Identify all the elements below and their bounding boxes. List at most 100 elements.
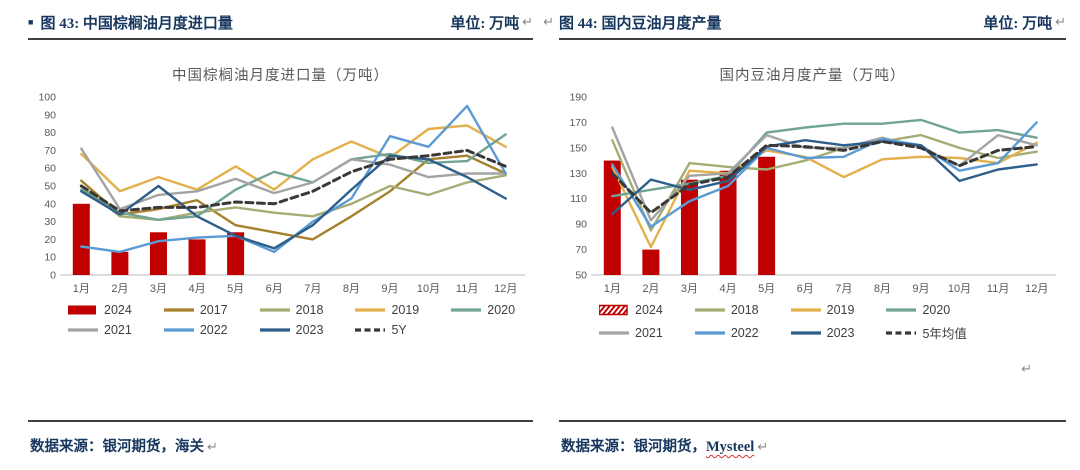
legend-label: 2024 bbox=[635, 303, 663, 317]
figure-43-footer: 数据来源：银河期货，海关 ↵ bbox=[28, 420, 533, 468]
square-bullet-icon: ■ bbox=[28, 16, 34, 27]
legend-label: 2023 bbox=[295, 323, 324, 337]
figure-43-heading: 图 43: 中国棕榈油月度进口量 bbox=[40, 15, 233, 32]
legend-label: 2018 bbox=[730, 303, 759, 317]
y-tick-label: 90 bbox=[44, 109, 56, 121]
legend-label: 2021 bbox=[104, 323, 132, 337]
x-tick-label: 1月 bbox=[73, 283, 90, 295]
legend-row: 2024 2017 2018 2019 2020 bbox=[68, 303, 533, 317]
y-tick-label: 90 bbox=[575, 219, 587, 231]
figure-44-header: 图 44: 国内豆油月度产量 单位: 万吨 ↵ bbox=[559, 6, 1066, 38]
left-chart-title: 中国棕榈油月度进口量（万吨） bbox=[172, 68, 389, 84]
series-line-2021 bbox=[611, 126, 1038, 222]
legend-swatch-icon bbox=[68, 305, 96, 315]
source-text: 数据来源：银河期货， bbox=[561, 439, 706, 455]
x-tick-label: 9月 bbox=[912, 283, 929, 295]
series-line-2021 bbox=[80, 147, 507, 211]
legend-label: 2017 bbox=[199, 303, 228, 317]
figure-44-source: 数据来源：银河期货，Mysteel ↵ bbox=[559, 422, 1066, 468]
series-line-2020 bbox=[80, 133, 507, 222]
legend-swatch-icon bbox=[790, 308, 821, 312]
legend-item-2023: 2023 bbox=[790, 325, 855, 340]
y-tick-label: 100 bbox=[38, 92, 56, 104]
bar-2024-m5 bbox=[227, 232, 245, 275]
x-tick-label: 6月 bbox=[266, 283, 283, 295]
legend-item-2022: 2022 bbox=[163, 323, 228, 337]
legend-swatch-icon bbox=[886, 330, 917, 335]
figure-44-panel: 图 44: 国内豆油月度产量 单位: 万吨 ↵ 国内豆油月度产量（万吨） 50 7… bbox=[559, 6, 1066, 468]
legend-row: 2021 2022 2023 5年均值 bbox=[599, 323, 1066, 342]
x-tick-label: 11月 bbox=[456, 283, 478, 295]
legend-item-2021: 2021 bbox=[68, 323, 132, 337]
header-divider bbox=[559, 38, 1066, 40]
legend-swatch-icon bbox=[355, 308, 386, 312]
series-line-2018 bbox=[611, 133, 1038, 232]
legend-swatch-icon bbox=[599, 304, 629, 316]
figure-44-heading: 图 44: 国内豆油月度产量 bbox=[559, 15, 722, 32]
legend-swatch-icon bbox=[163, 328, 194, 332]
legend-row: 2024 2018 2019 2020 bbox=[599, 303, 1066, 317]
figure-43-unit-label: 单位: 万吨 bbox=[450, 15, 520, 32]
x-tick-label: 3月 bbox=[681, 283, 698, 295]
x-tick-label: 7月 bbox=[304, 283, 321, 295]
x-tick-label: 9月 bbox=[381, 283, 398, 295]
footer-divider bbox=[28, 420, 533, 422]
figure-43-header: ■ 图 43: 中国棕榈油月度进口量 单位: 万吨 ↵ ↵ bbox=[28, 6, 554, 38]
return-mark-icon: ↵ bbox=[1055, 14, 1066, 30]
source-text: 数据来源：银河期货，海关 bbox=[30, 439, 204, 455]
x-tick-label: 6月 bbox=[797, 283, 814, 295]
legend-label: 2020 bbox=[487, 303, 516, 317]
legend-label: 5Y bbox=[391, 323, 407, 337]
legend-swatch-icon bbox=[451, 308, 482, 312]
header-divider bbox=[28, 38, 533, 40]
y-tick-label: 110 bbox=[570, 193, 587, 205]
bar-2024-m1 bbox=[72, 203, 90, 275]
bar-2024-m1 bbox=[603, 160, 621, 275]
x-tick-label: 2月 bbox=[111, 283, 128, 295]
legend-item-2019: 2019 bbox=[790, 303, 855, 317]
y-tick-label: 20 bbox=[44, 234, 56, 246]
x-tick-label: 12月 bbox=[494, 283, 517, 295]
y-tick-label: 40 bbox=[44, 198, 56, 210]
bar-2024-m4 bbox=[719, 170, 737, 275]
bar-2024-m2 bbox=[111, 251, 129, 275]
y-tick-label: 130 bbox=[569, 168, 587, 180]
x-tick-label: 12月 bbox=[1025, 283, 1048, 295]
legend-swatch-icon bbox=[694, 308, 725, 312]
legend-row: 2021 2022 2023 5Y bbox=[68, 323, 533, 337]
x-tick-label: 1月 bbox=[604, 283, 621, 295]
x-tick-label: 4月 bbox=[188, 283, 205, 295]
return-mark-icon: ↵ bbox=[207, 440, 218, 455]
legend-item-2020: 2020 bbox=[451, 303, 515, 317]
legend-label: 2019 bbox=[826, 303, 855, 317]
x-tick-label: 2月 bbox=[642, 283, 659, 295]
legend-swatch-icon bbox=[790, 330, 821, 335]
y-tick-label: 10 bbox=[44, 252, 56, 264]
spellcheck-word: Mysteel bbox=[706, 439, 755, 455]
legend-swatch-icon bbox=[355, 328, 386, 332]
legend-label: 2022 bbox=[730, 325, 759, 340]
legend-label: 2023 bbox=[826, 325, 855, 340]
right-chart-legend: 2024 2018 2019 2020 2021 2022 2023 5年均值 bbox=[559, 303, 1066, 342]
y-tick-label: 170 bbox=[569, 117, 587, 129]
x-tick-label: 3月 bbox=[150, 283, 167, 295]
y-tick-label: 60 bbox=[44, 163, 56, 175]
x-tick-label: 7月 bbox=[835, 283, 852, 295]
bar-2024-m3 bbox=[149, 232, 167, 275]
legend-item-2024: 2024 bbox=[68, 303, 132, 317]
y-tick-label: 50 bbox=[575, 270, 587, 282]
y-tick-label: 80 bbox=[44, 127, 56, 139]
legend-item-2019: 2019 bbox=[355, 303, 419, 317]
x-tick-label: 5月 bbox=[227, 283, 244, 295]
legend-swatch-icon bbox=[68, 328, 98, 332]
return-mark-icon: ↵ bbox=[522, 14, 533, 30]
legend-swatch-icon bbox=[259, 328, 290, 332]
legend-item-2020: 2020 bbox=[886, 303, 950, 317]
x-tick-label: 10月 bbox=[417, 283, 440, 295]
x-tick-label: 8月 bbox=[874, 283, 891, 295]
figure-43-panel: ■ 图 43: 中国棕榈油月度进口量 单位: 万吨 ↵ ↵ 中国棕榈油月度进口量… bbox=[28, 6, 554, 468]
legend-item-2024: 2024 bbox=[599, 303, 663, 317]
x-tick-label: 5月 bbox=[758, 283, 775, 295]
y-tick-label: 50 bbox=[44, 181, 56, 193]
x-tick-label: 4月 bbox=[719, 283, 736, 295]
